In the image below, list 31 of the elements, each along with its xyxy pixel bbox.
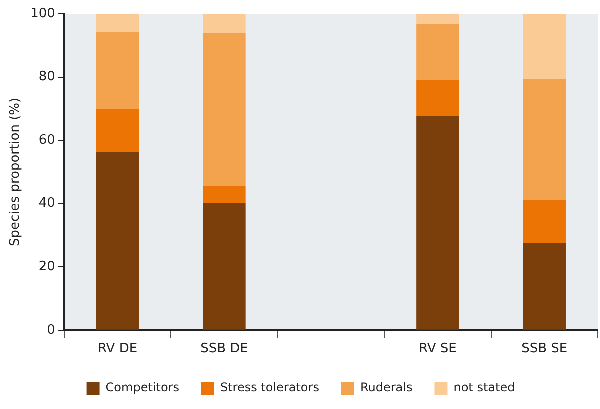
y-tick-label: 40 — [38, 196, 56, 212]
x-tick-label: RV SE — [419, 342, 457, 357]
legend-label: Competitors — [106, 380, 180, 395]
bar — [203, 33, 246, 186]
x-tick-label: RV DE — [98, 342, 138, 357]
y-tick-label: 20 — [38, 259, 56, 274]
y-tick-label: 0 — [47, 322, 56, 338]
bar — [203, 14, 246, 34]
bar — [523, 79, 566, 200]
bar — [96, 109, 140, 152]
bar — [523, 243, 566, 330]
y-axis-title: Species proportion (%) — [8, 98, 24, 246]
y-tick-label: 100 — [30, 6, 56, 22]
y-tick-label: 80 — [38, 70, 56, 85]
bar — [416, 116, 460, 330]
bar — [96, 32, 140, 110]
bar — [416, 14, 460, 24]
legend-label: not stated — [454, 380, 516, 395]
bar — [96, 14, 140, 32]
bar — [96, 152, 140, 330]
bar — [416, 80, 460, 117]
bar — [203, 204, 246, 330]
bar — [523, 14, 566, 80]
legend-label: Ruderals — [360, 380, 413, 395]
bar — [523, 200, 566, 244]
legend-label: Stress tolerators — [220, 380, 320, 395]
bar — [416, 24, 460, 80]
y-tick-label: 60 — [38, 132, 56, 148]
bar — [203, 186, 246, 204]
x-tick-label: SSB DE — [200, 342, 248, 357]
x-tick-label: SSB SE — [522, 342, 568, 357]
